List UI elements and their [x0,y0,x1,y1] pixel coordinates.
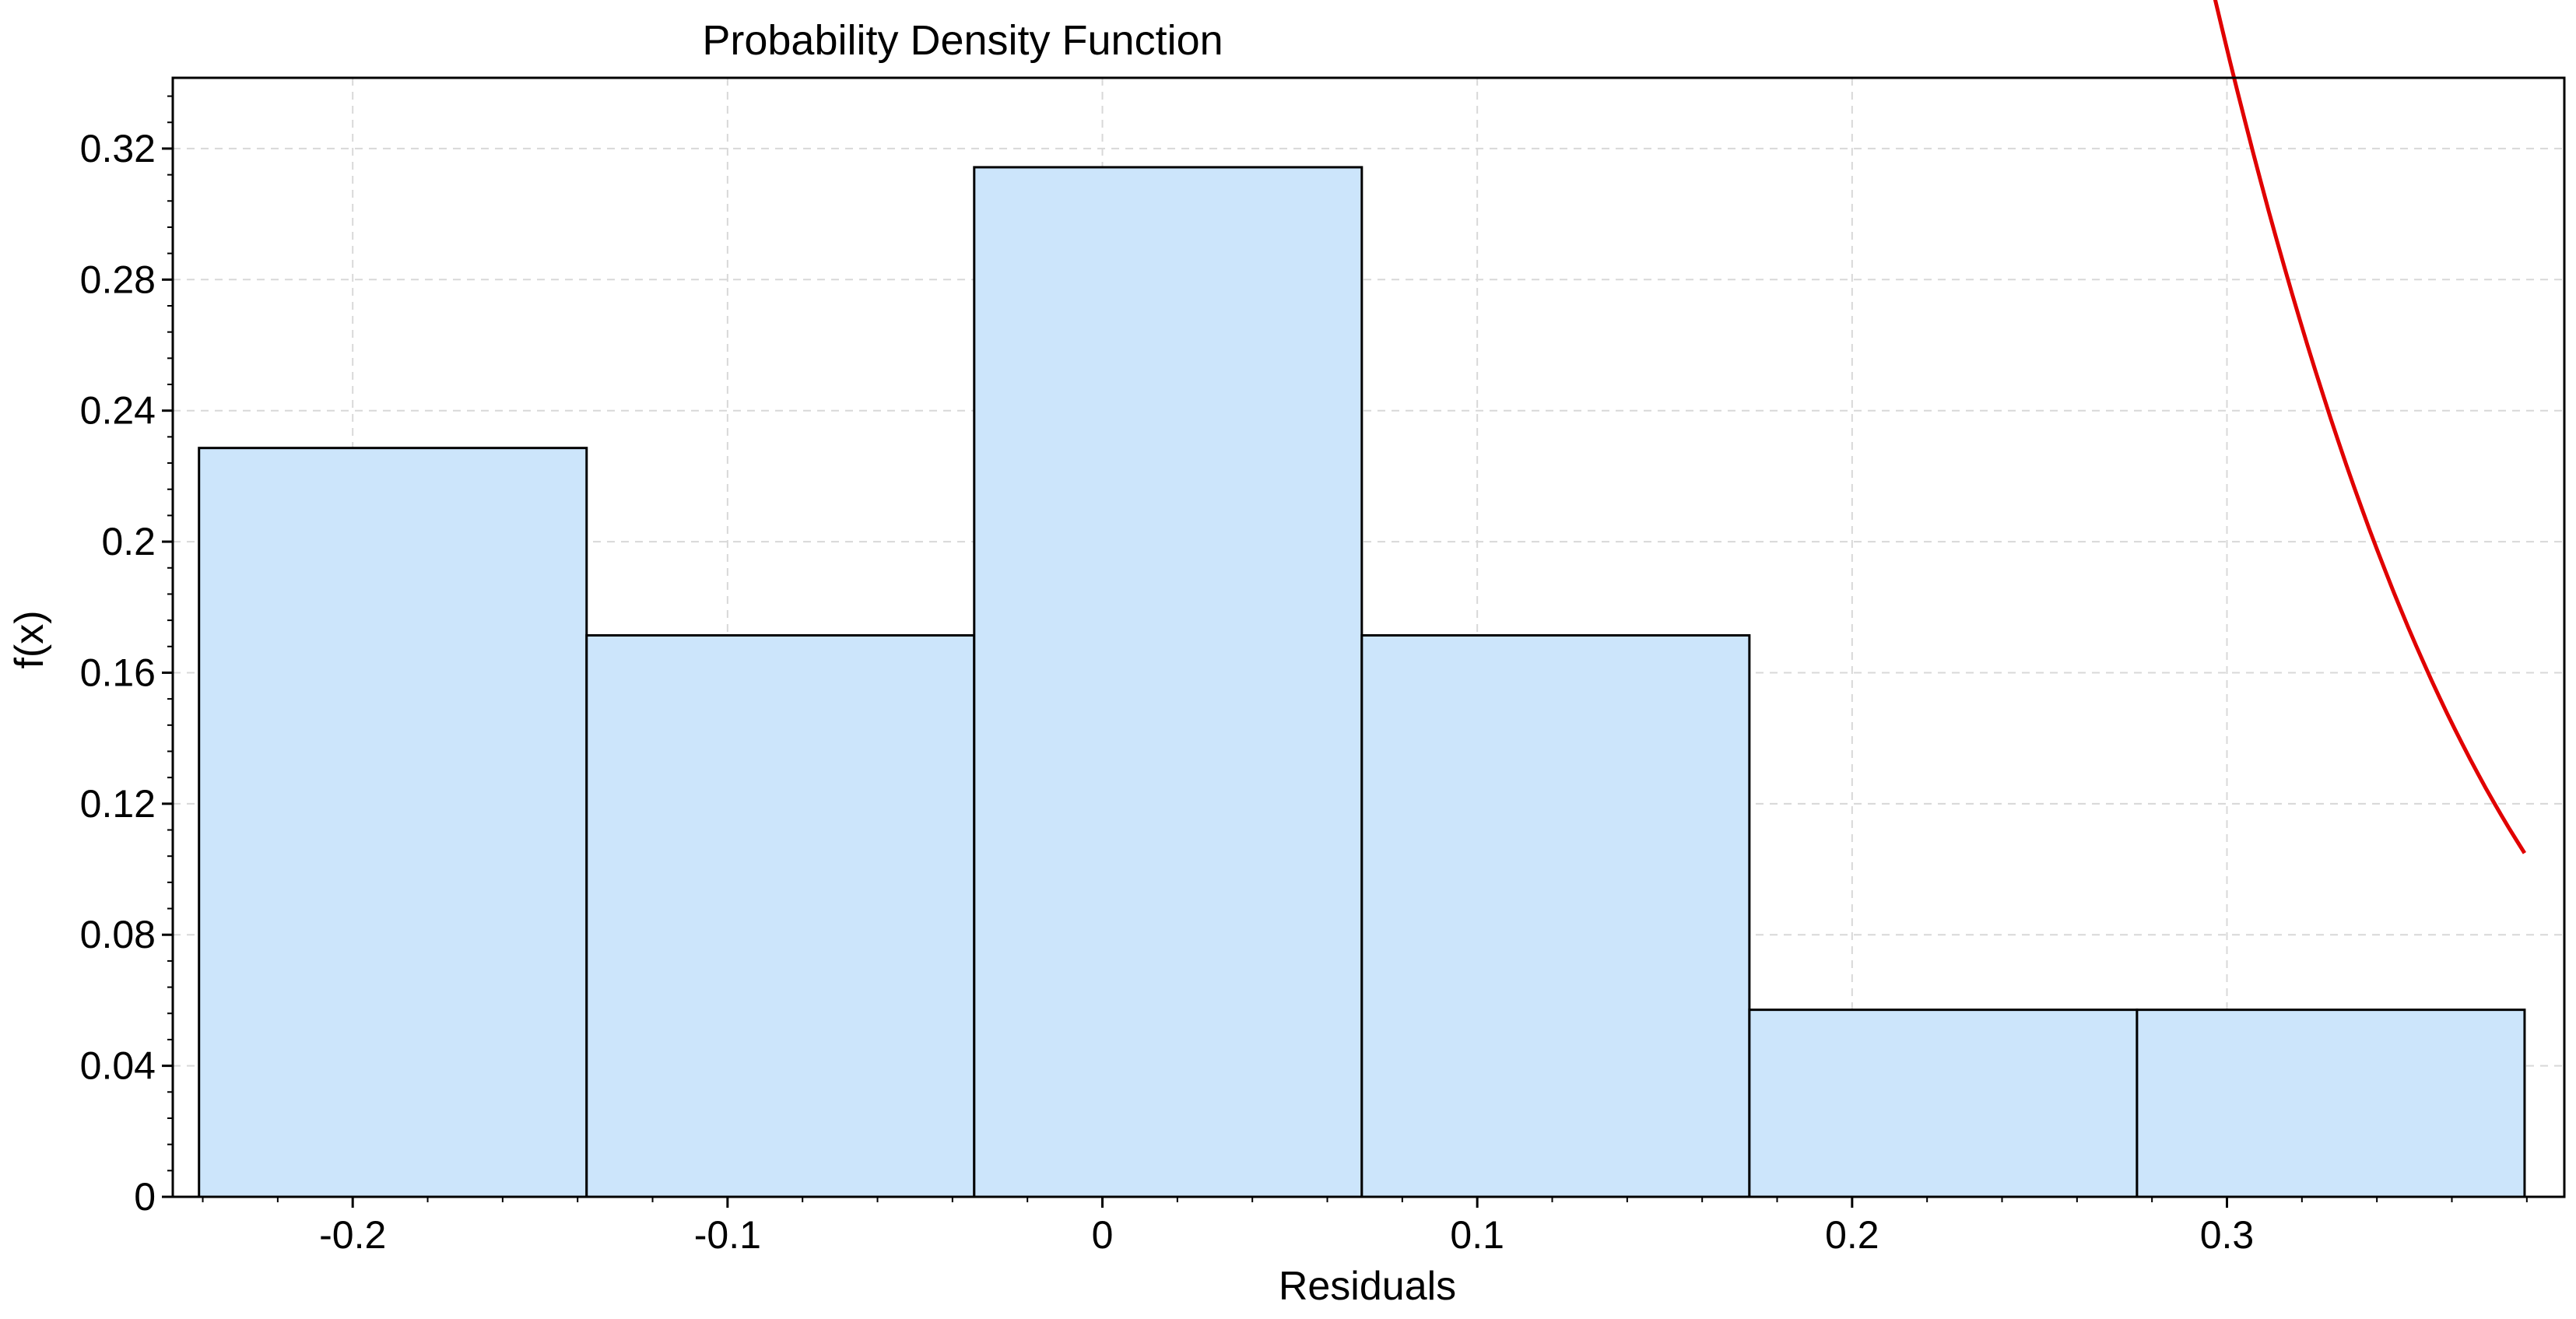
x-tick-label: -0.1 [694,1213,761,1257]
x-tick-label: -0.2 [319,1213,386,1257]
x-tick-label: 0 [1092,1213,1114,1257]
y-tick-label: 0.16 [80,651,156,694]
histogram-bar [198,447,588,1198]
histogram-bar [973,166,1363,1198]
y-tick-label: 0.2 [101,520,156,563]
x-tick-label: 0.3 [2200,1213,2255,1257]
y-axis-label: f(x) [7,610,52,668]
histogram-bars [198,166,2526,1198]
histogram-bar [585,633,976,1198]
y-tick-label: 0.12 [80,782,156,826]
y-axis-ticks: 0 0.04 0.08 0.12 0.16 0.2 0.24 0.28 0.32 [80,95,173,1219]
y-tick-label: 0.04 [80,1044,156,1088]
y-tick-label: 0.08 [80,913,156,956]
x-axis-ticks: -0.2 -0.1 0 0.1 0.2 0.3 [202,1197,2528,1257]
histogram-bar [1360,633,1751,1198]
y-tick-label: 0.28 [80,258,156,301]
y-tick-label: 0.24 [80,389,156,433]
y-tick-label: 0.32 [80,127,156,170]
chart-title: Probability Density Function [702,17,1223,64]
x-tick-label: 0.2 [1825,1213,1879,1257]
histogram-bar [1748,1009,2139,1198]
x-tick-label: 0.1 [1450,1213,1504,1257]
histogram-bar [2136,1009,2526,1198]
x-axis-label: Residuals [1279,1264,1456,1309]
y-tick-label: 0 [134,1175,156,1219]
plot-frame [171,76,2566,1198]
